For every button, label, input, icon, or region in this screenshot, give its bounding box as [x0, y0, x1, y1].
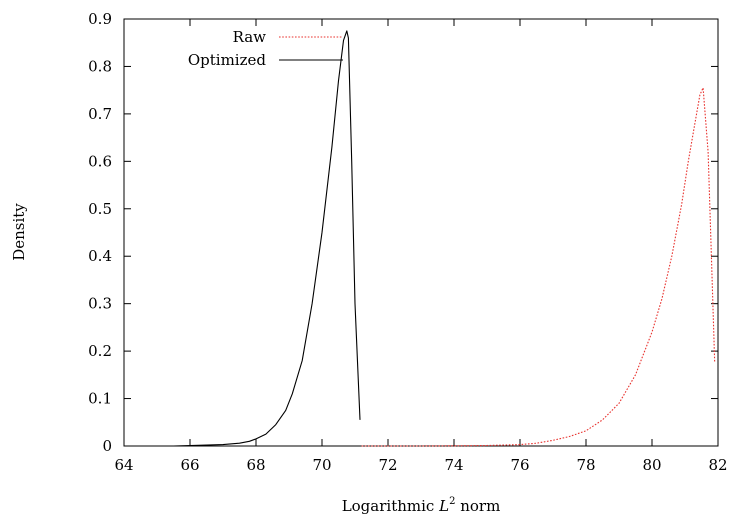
y-tick-label: 0.3	[88, 295, 112, 313]
y-tick-label: 0.8	[88, 57, 112, 75]
x-axis-label-text: Logarithmic	[342, 497, 435, 515]
axis-ticks: 64 66 68 70 72 74 76 78 80 82 0 0.1 0.2 0.3 0.4 0.5 0.6 0…	[88, 10, 727, 474]
legend-label-optimized: Optimized	[188, 51, 267, 69]
y-tick-label: 0.4	[88, 247, 112, 265]
x-tick-label: 76	[510, 456, 529, 474]
x-tick-label: 78	[576, 456, 595, 474]
x-tick-label: 72	[378, 456, 397, 474]
series-layer	[140, 30, 716, 447]
x-tick-label: 74	[444, 456, 463, 474]
y-tick-label: 0.6	[88, 152, 112, 170]
raw-series-line	[361, 87, 716, 447]
x-tick-label: 68	[246, 456, 265, 474]
y-axis-label: Density	[10, 203, 28, 261]
x-axis-label-superscript: 2	[449, 496, 455, 507]
optimized-series-line	[140, 30, 361, 447]
y-tick-label: 0.7	[88, 105, 112, 123]
x-tick-label: 66	[180, 456, 199, 474]
y-tick-label: 0	[102, 437, 112, 455]
x-tick-label: 70	[312, 456, 331, 474]
y-tick-label: 0.9	[88, 10, 112, 28]
x-axis-label: Logarithmic L2 norm	[342, 496, 501, 515]
legend-label-raw: Raw	[233, 28, 267, 46]
x-axis-label-suffix: norm	[460, 497, 500, 515]
y-tick-label: 0.5	[88, 200, 112, 218]
y-tick-label: 0.2	[88, 342, 112, 360]
plot-frame	[123, 18, 719, 447]
x-tick-label: 80	[642, 456, 661, 474]
x-axis-label-symbol: L	[438, 497, 449, 515]
x-tick-label: 64	[114, 456, 133, 474]
y-tick-label: 0.1	[88, 390, 112, 408]
legend: Raw Optimized	[188, 28, 343, 69]
x-tick-label: 82	[708, 456, 727, 474]
